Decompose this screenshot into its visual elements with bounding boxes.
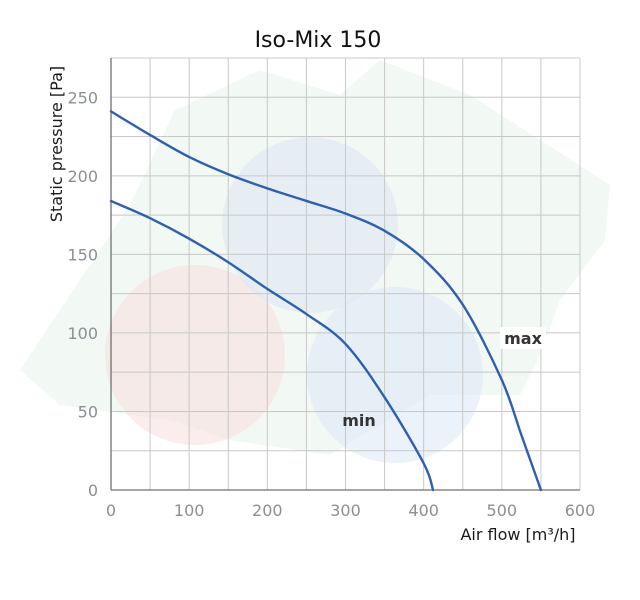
y-tick-label: 250 — [67, 88, 98, 107]
x-tick-label: 0 — [106, 501, 116, 520]
axes — [110, 58, 580, 491]
max-label-background — [500, 327, 546, 349]
x-tick-label: 200 — [252, 501, 283, 520]
x-tick-label: 600 — [565, 501, 596, 520]
watermark-logo — [20, 60, 610, 463]
x-tick-label: 300 — [330, 501, 361, 520]
y-axis-label: Static pressure [Pa] — [47, 66, 66, 222]
x-tick-label: 400 — [408, 501, 439, 520]
series-line-min — [109, 199, 435, 492]
chart-title: Iso-Mix 150 — [255, 28, 382, 53]
series-label-max: max — [504, 329, 542, 348]
y-tick-label: 50 — [78, 402, 98, 421]
series-curves — [109, 110, 543, 492]
y-tick-label: 150 — [67, 245, 98, 264]
x-axis-label: Air flow [m³/h] — [460, 525, 575, 544]
x-tick-label: 100 — [174, 501, 205, 520]
series-label-min: min — [342, 411, 376, 430]
grid — [111, 57, 581, 490]
y-tick-label: 200 — [67, 167, 98, 186]
series-line-max — [109, 110, 543, 492]
y-tick-label: 100 — [67, 324, 98, 343]
x-tick-label: 500 — [487, 501, 518, 520]
y-tick-labels: 0 50 100 150 200 250 — [67, 88, 98, 500]
y-tick-label: 0 — [88, 481, 98, 500]
x-tick-labels: 0 100 200 300 400 500 600 — [106, 501, 595, 520]
